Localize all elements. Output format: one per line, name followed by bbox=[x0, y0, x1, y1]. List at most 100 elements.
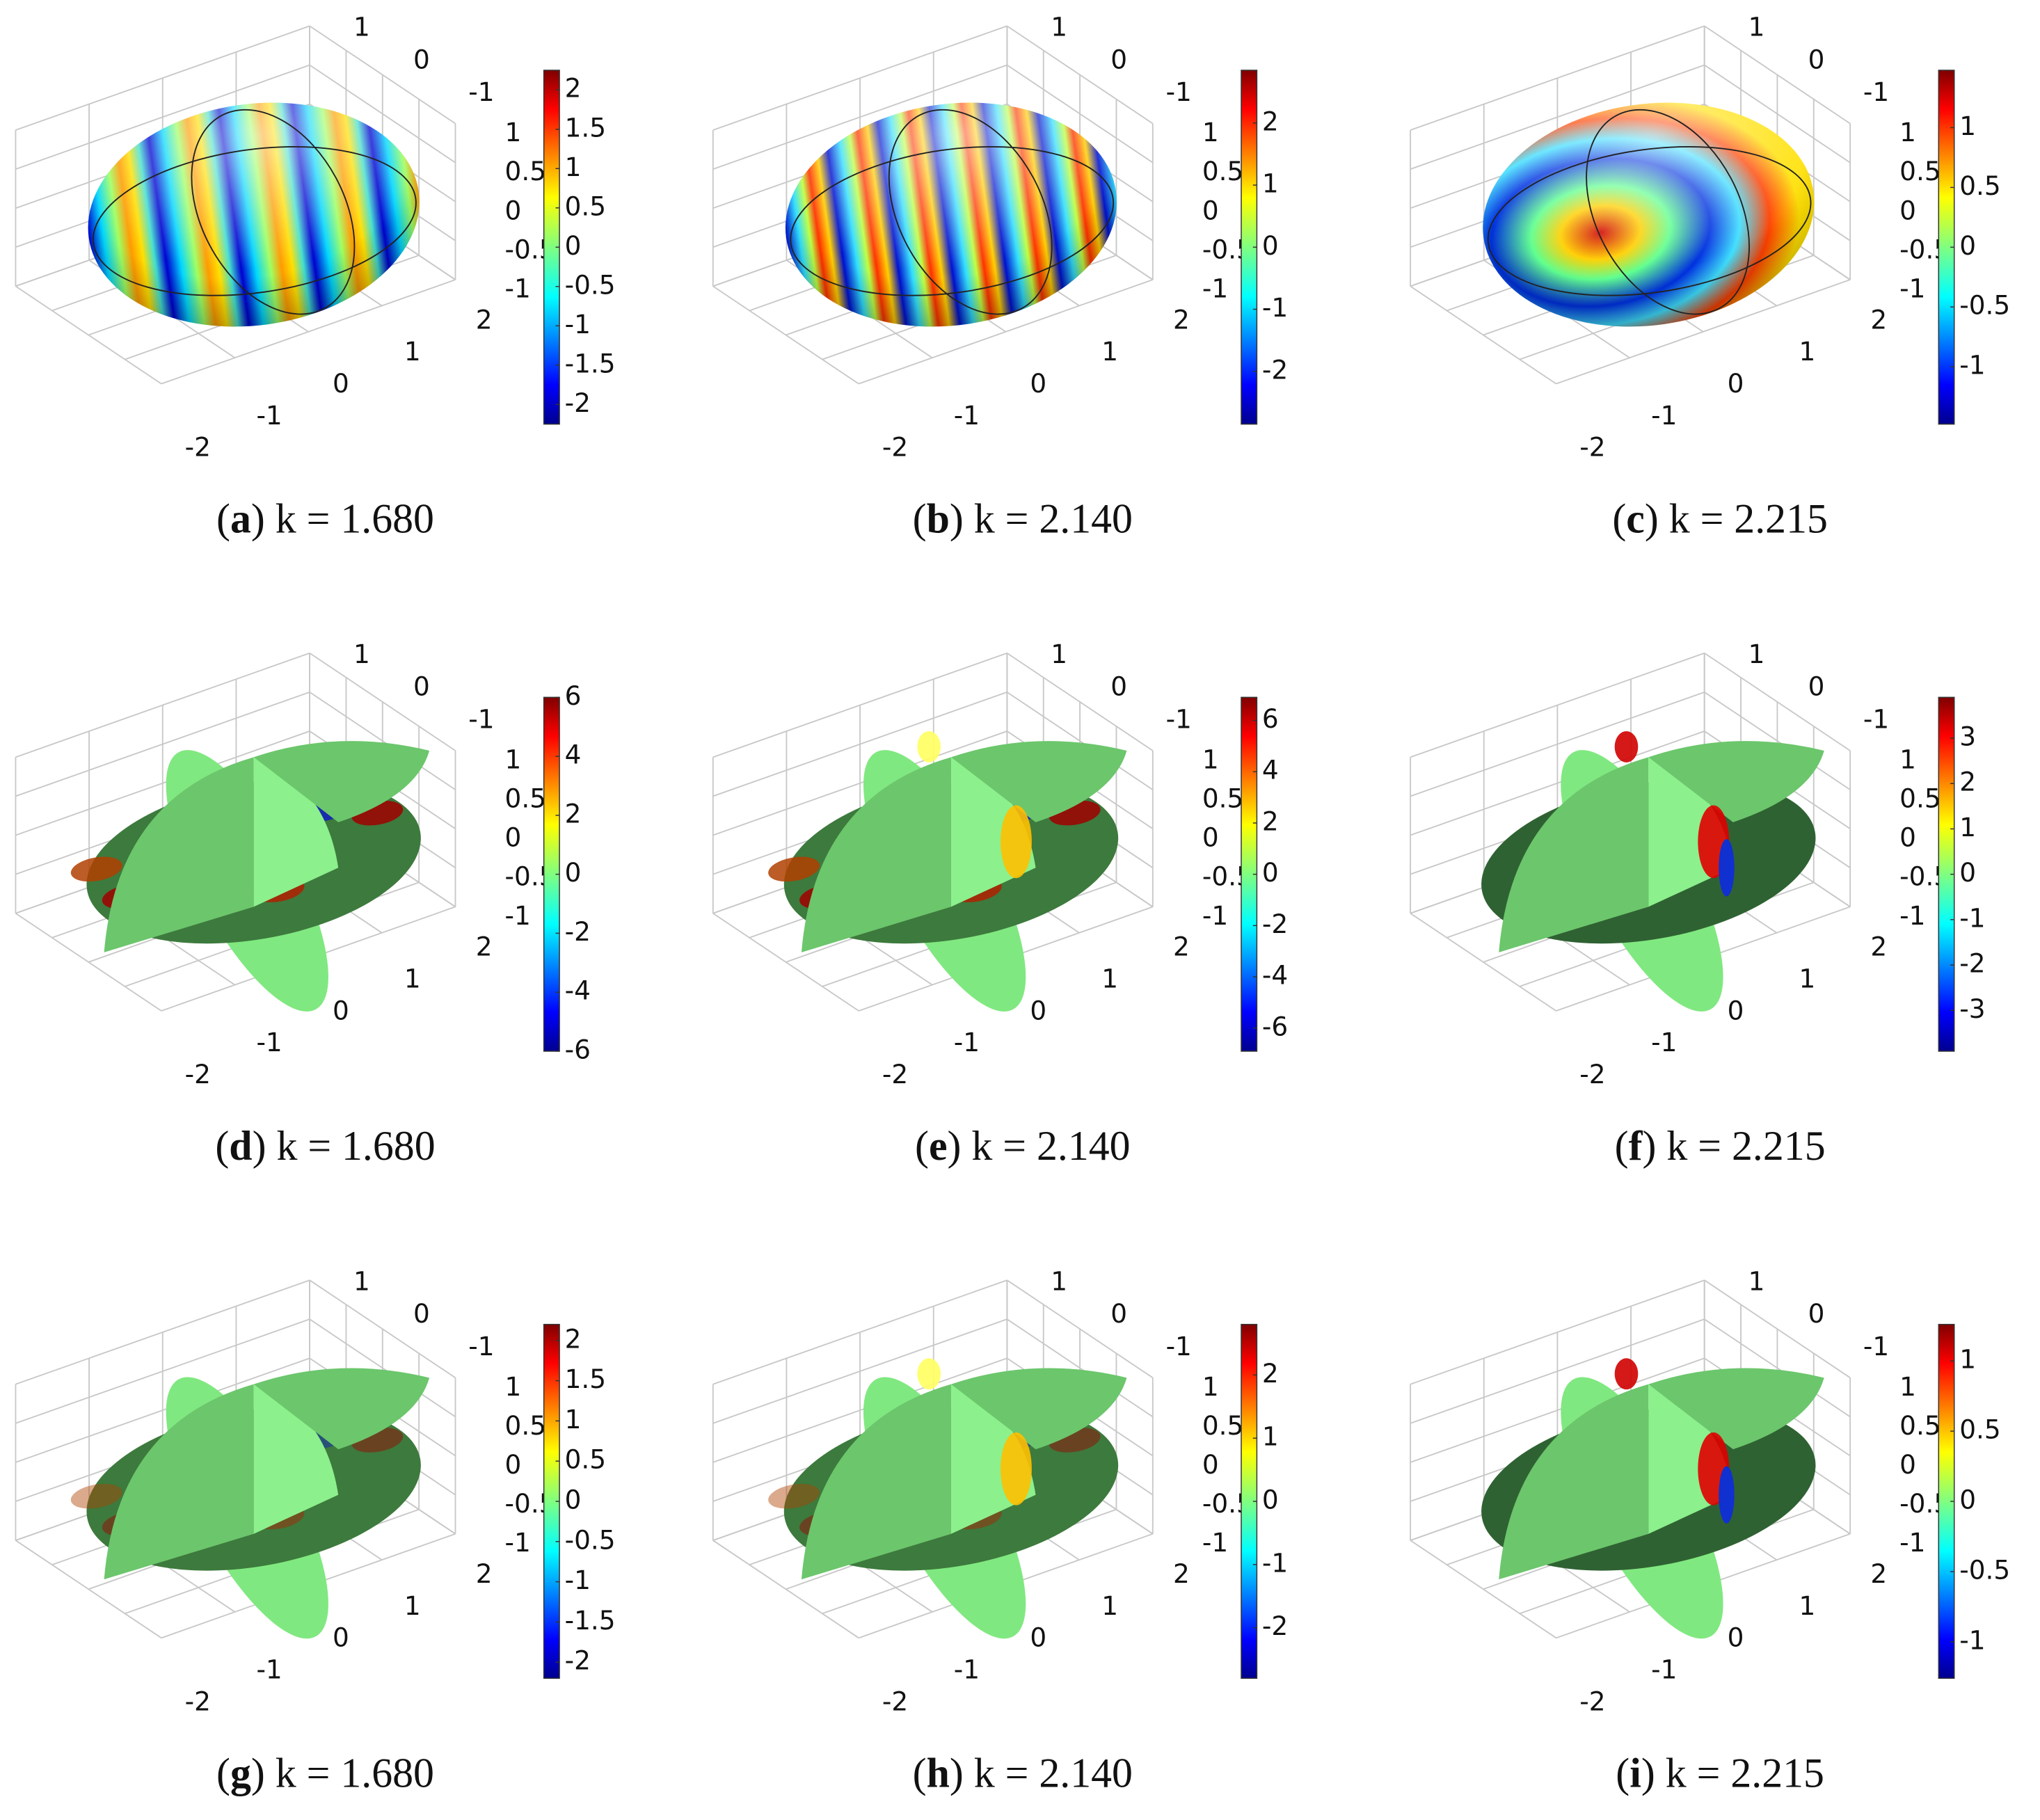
equator bbox=[790, 145, 1115, 296]
caption: (f) k = 2.215 bbox=[1615, 1123, 1826, 1169]
colorbar-tick-label: 6 bbox=[1262, 703, 1279, 734]
caption-text: k = 1.680 bbox=[276, 1750, 434, 1796]
x-tick-label: -2 bbox=[882, 432, 908, 463]
grid-line bbox=[15, 1357, 310, 1463]
z-tick-label: 1 bbox=[505, 1371, 522, 1402]
meridian bbox=[191, 109, 356, 315]
x-tick-label: -2 bbox=[1579, 1059, 1605, 1089]
z-tick-label: 0 bbox=[1899, 195, 1916, 225]
x-tick-label: -1 bbox=[954, 1654, 980, 1685]
z-tick-label: 0.5 bbox=[1899, 156, 1941, 186]
field-blob bbox=[1614, 1358, 1639, 1390]
top-face bbox=[950, 1368, 1127, 1450]
caption-open: ( bbox=[915, 1123, 929, 1169]
y-tick-label: 0 bbox=[413, 671, 430, 702]
z-tick-label: -1 bbox=[1899, 273, 1925, 304]
z-tick-label: 0 bbox=[1899, 1449, 1916, 1480]
caption-open: ( bbox=[913, 495, 927, 541]
field-blob bbox=[70, 856, 122, 882]
colorbar-tick-label: -2 bbox=[1262, 909, 1288, 939]
x-tick-label: 2 bbox=[1870, 304, 1887, 335]
z-tick-label: -1 bbox=[505, 900, 531, 931]
colorbar-tick-label: 1 bbox=[1959, 1344, 1976, 1375]
x-tick-label: -2 bbox=[185, 1686, 211, 1716]
colorbar-tick-label: -2 bbox=[565, 916, 591, 947]
y-tick-label: 0 bbox=[1110, 671, 1127, 702]
ellipsoid-shade bbox=[1483, 102, 1815, 327]
x-tick-label: 1 bbox=[1799, 964, 1816, 994]
y-tick-label: 1 bbox=[353, 12, 370, 42]
z-tick-label: 1 bbox=[1202, 1371, 1219, 1402]
caption: (h) k = 2.140 bbox=[913, 1750, 1133, 1796]
caption-label: f bbox=[1629, 1123, 1643, 1169]
caption-text: k = 2.215 bbox=[1666, 1123, 1825, 1169]
colorbar-tick-label: -2 bbox=[565, 388, 591, 418]
caption-text: k = 2.215 bbox=[1666, 1750, 1824, 1796]
caption-label: e bbox=[929, 1123, 948, 1169]
y-tick-label: 0 bbox=[1110, 44, 1127, 74]
caption-close: ) bbox=[948, 1123, 972, 1169]
colorbar-tick-label: -3 bbox=[1959, 993, 1985, 1024]
caption: (b) k = 2.140 bbox=[913, 495, 1133, 541]
x-tick-label: -2 bbox=[185, 432, 211, 463]
z-tick-label: 0.5 bbox=[1202, 1410, 1243, 1441]
caption-label: c bbox=[1626, 495, 1645, 541]
top-face bbox=[1648, 1368, 1824, 1450]
top-face bbox=[253, 741, 430, 822]
y-tick-label: -1 bbox=[1863, 703, 1889, 734]
x-tick-label: 1 bbox=[1101, 336, 1118, 367]
field-blob bbox=[1614, 731, 1639, 763]
equator bbox=[1487, 145, 1812, 296]
caption-open: ( bbox=[1612, 495, 1626, 541]
colorbar-tick-label: 1 bbox=[565, 1404, 582, 1435]
top-face bbox=[1648, 741, 1824, 822]
grid-line bbox=[712, 731, 1007, 836]
x-tick-label: 0 bbox=[1030, 1622, 1046, 1653]
y-tick-label: 1 bbox=[353, 639, 370, 669]
x-tick-label: 1 bbox=[404, 336, 421, 367]
colorbar-tick-label: 0.5 bbox=[565, 191, 606, 221]
z-tick-label: -1 bbox=[1202, 1527, 1228, 1558]
colorbar-tick-label: 2 bbox=[565, 1323, 582, 1354]
field-blob bbox=[768, 1483, 820, 1509]
caption: (g) k = 1.680 bbox=[216, 1750, 434, 1796]
x-tick-label: -1 bbox=[954, 1027, 980, 1057]
caption-open: ( bbox=[216, 1750, 230, 1796]
caption-close: ) bbox=[251, 495, 276, 541]
colorbar-tick-label: 2 bbox=[1262, 806, 1279, 836]
z-tick-label: -1 bbox=[1202, 273, 1228, 304]
colorbar-tick-label: 0.5 bbox=[1959, 1414, 2000, 1445]
x-tick-label: -1 bbox=[1651, 1654, 1677, 1685]
colorbar-tick-label: -2 bbox=[1959, 948, 1985, 979]
x-tick-label: 2 bbox=[476, 304, 493, 335]
caption-label: i bbox=[1629, 1750, 1641, 1796]
x-tick-label: 0 bbox=[1728, 1622, 1744, 1653]
colorbar-tick-label: -1 bbox=[565, 309, 591, 340]
ellipsoid bbox=[785, 102, 1117, 327]
y-tick-label: -1 bbox=[468, 77, 494, 107]
equator bbox=[93, 145, 417, 296]
x-tick-label: -1 bbox=[954, 400, 980, 431]
y-tick-label: -1 bbox=[1166, 77, 1192, 107]
grid-line bbox=[15, 731, 310, 836]
ellipsoid-shade bbox=[88, 102, 420, 327]
z-tick-label: 0 bbox=[1202, 195, 1219, 225]
z-tick-label: 0.5 bbox=[1202, 156, 1243, 186]
colorbar-tick-label: -4 bbox=[565, 975, 591, 1006]
caption-text: k = 1.680 bbox=[276, 1123, 435, 1169]
caption-close: ) bbox=[950, 1750, 974, 1796]
y-tick-label: -1 bbox=[1863, 1331, 1889, 1362]
x-tick-label: 0 bbox=[333, 995, 349, 1025]
y-tick-label: -1 bbox=[1863, 77, 1889, 107]
z-tick-label: 0 bbox=[505, 1449, 522, 1480]
caption-text: k = 2.140 bbox=[974, 495, 1133, 541]
z-tick-label: -1 bbox=[505, 1527, 531, 1558]
colorbar-tick-label: -0.5 bbox=[1959, 1554, 2010, 1585]
colorbar-tick-label: -0.5 bbox=[565, 1524, 616, 1555]
z-tick-label: 1 bbox=[1202, 744, 1219, 774]
colorbar-tick-label: -2 bbox=[1262, 354, 1288, 385]
x-tick-label: 2 bbox=[1173, 1558, 1190, 1589]
caption-close: ) bbox=[253, 1123, 277, 1169]
